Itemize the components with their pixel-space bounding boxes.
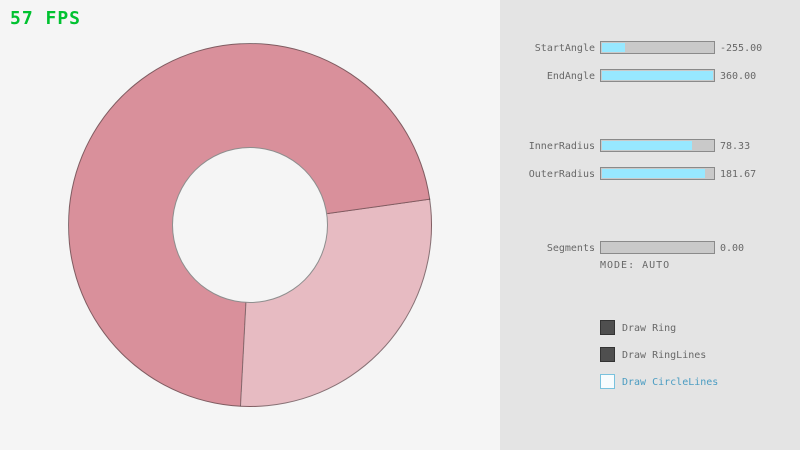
checkbox-row-draw-ringlines[interactable]: Draw RingLines <box>600 347 800 365</box>
slider-row-start-angle: StartAngle -255.00 <box>500 39 800 57</box>
checkbox-row-draw-ring[interactable]: Draw Ring <box>600 320 800 338</box>
slider-row-segments: Segments 0.00 <box>500 239 800 257</box>
slider-fill <box>602 169 706 178</box>
end-angle-label: EndAngle <box>546 71 595 82</box>
inner-radius-label: InnerRadius <box>528 141 595 152</box>
start-angle-value: -255.00 <box>720 43 763 54</box>
segments-label: Segments <box>546 243 595 254</box>
draw-ringlines-checkbox[interactable] <box>600 347 615 362</box>
draw-ring-label: Draw Ring <box>622 323 677 334</box>
start-angle-label: StartAngle <box>534 43 595 54</box>
segments-slider[interactable] <box>600 241 715 254</box>
slider-fill <box>602 141 692 150</box>
inner-radius-slider[interactable] <box>600 139 715 152</box>
slider-row-inner-radius: InnerRadius 78.33 <box>500 137 800 155</box>
fps-counter: 57 FPS <box>10 8 82 29</box>
outer-radius-slider[interactable] <box>600 167 715 180</box>
draw-ringlines-label: Draw RingLines <box>622 350 707 361</box>
outer-radius-label: OuterRadius <box>528 169 595 180</box>
end-angle-slider[interactable] <box>600 69 715 82</box>
draw-circlelines-label: Draw CircleLines <box>622 377 719 388</box>
slider-fill <box>602 71 713 80</box>
slider-row-outer-radius: OuterRadius 181.67 <box>500 165 800 183</box>
ring-inner-hole <box>172 147 328 303</box>
mode-label: MODE: AUTO <box>600 260 671 271</box>
start-angle-slider[interactable] <box>600 41 715 54</box>
slider-row-end-angle: EndAngle 360.00 <box>500 67 800 85</box>
draw-circlelines-checkbox[interactable] <box>600 374 615 389</box>
checkbox-row-draw-circlelines[interactable]: Draw CircleLines <box>600 374 800 392</box>
outer-radius-value: 181.67 <box>720 169 757 180</box>
slider-fill <box>602 43 626 52</box>
draw-ring-checkbox[interactable] <box>600 320 615 335</box>
inner-radius-value: 78.33 <box>720 141 751 152</box>
end-angle-value: 360.00 <box>720 71 757 82</box>
segments-value: 0.00 <box>720 243 745 254</box>
